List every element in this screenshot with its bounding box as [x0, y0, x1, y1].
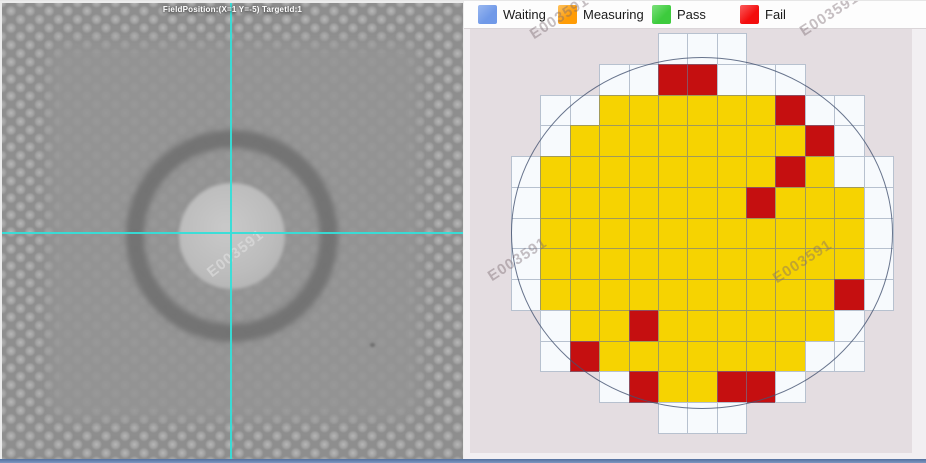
legend-label: Fail — [765, 7, 786, 22]
wafer-map-panel: Waiting Measuring Pass Fail E003591 E003591… — [464, 1, 926, 463]
field-position-label: FieldPosition:(X=1 Y=-5) TargetId:1 — [162, 5, 303, 14]
window-bottom-edge — [0, 459, 926, 463]
legend-label: Waiting — [503, 7, 546, 22]
target-center-pad — [179, 183, 285, 289]
legend-swatch-fail — [740, 5, 759, 24]
legend-label: Measuring — [583, 7, 644, 22]
camera-image-panel[interactable]: E003591 FieldPosition:(X=1 Y=-5) TargetI… — [2, 3, 463, 459]
legend-swatch-waiting — [478, 5, 497, 24]
status-legend: Waiting Measuring Pass Fail — [464, 1, 926, 29]
crosshair-horizontal-line — [2, 232, 463, 234]
legend-swatch-pass — [652, 5, 671, 24]
surface-speck — [370, 343, 375, 347]
crosshair-vertical-line — [230, 3, 232, 459]
legend-swatch-measuring — [558, 5, 577, 24]
wafer-outline-circle — [511, 57, 893, 409]
legend-label: Pass — [677, 7, 706, 22]
